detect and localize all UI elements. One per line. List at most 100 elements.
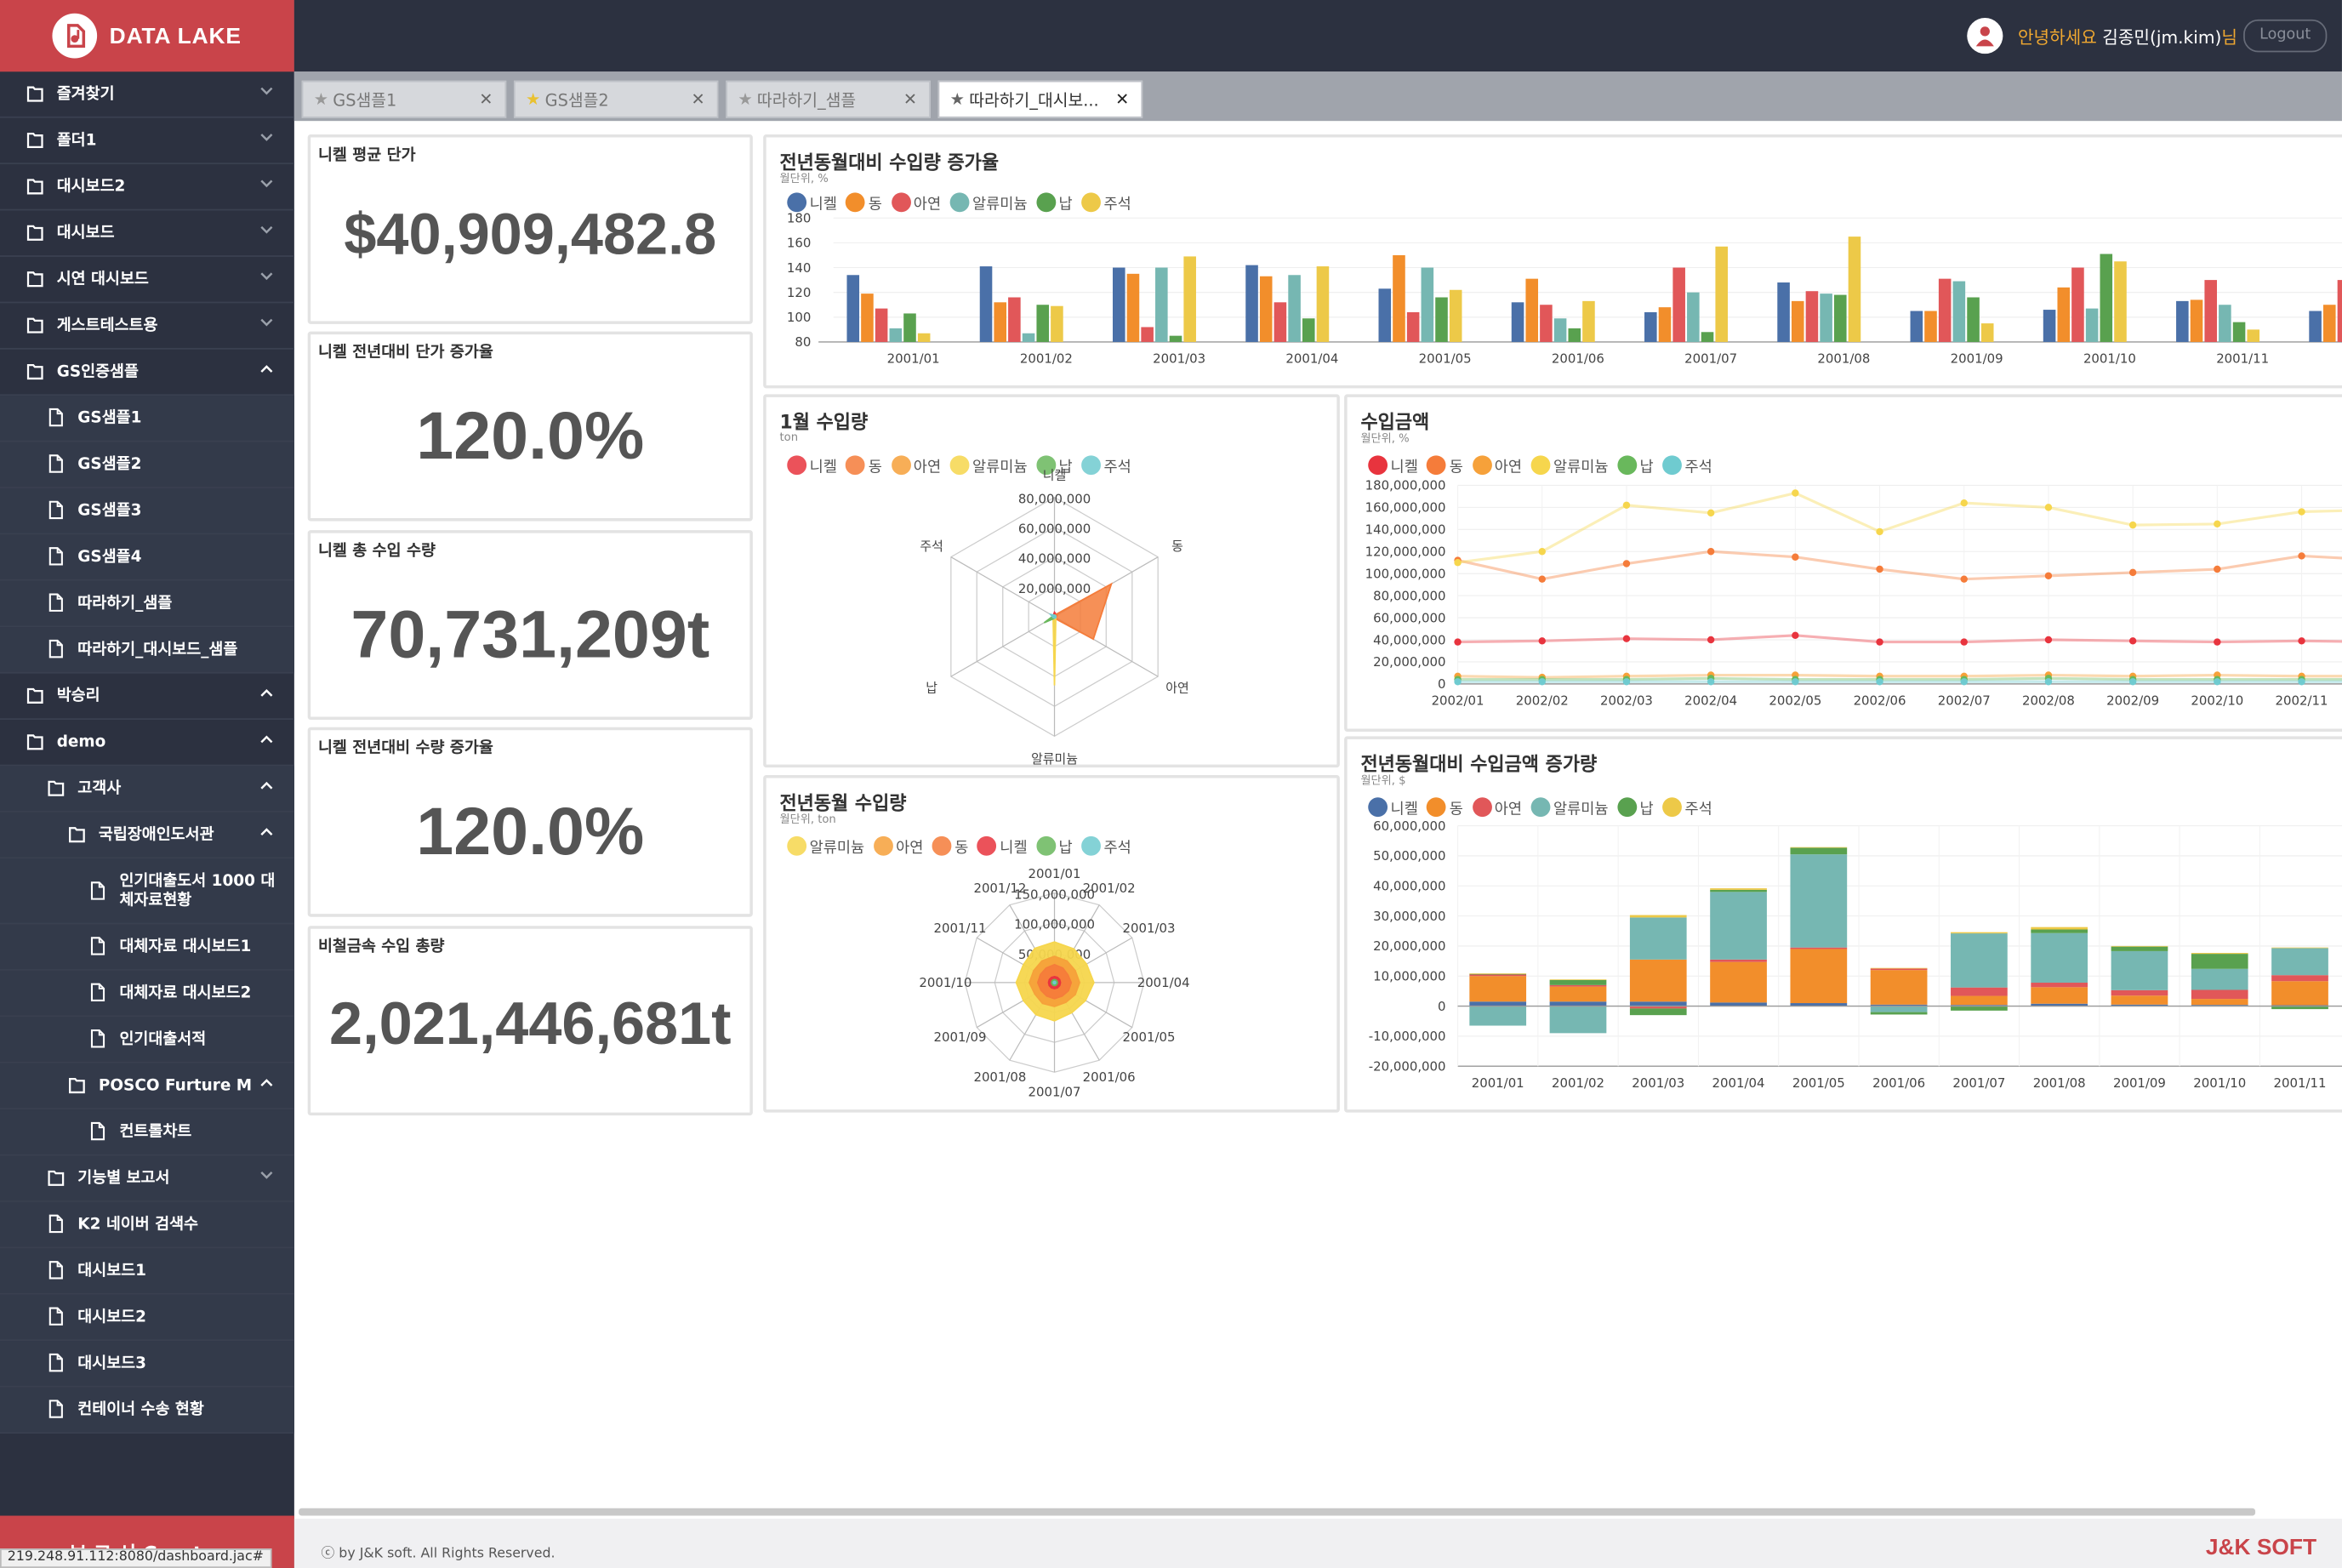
line-point[interactable] (1538, 575, 1546, 583)
chevron-up-icon[interactable] (259, 1076, 273, 1092)
chevron-up-icon[interactable] (259, 363, 273, 379)
chevron-up-icon[interactable] (259, 733, 273, 749)
stacked-bar-segment[interactable] (2111, 1004, 2168, 1006)
stacked-bar-segment[interactable] (2191, 968, 2248, 990)
stacked-bar-segment[interactable] (2031, 932, 2088, 984)
stacked-bar-segment[interactable] (2111, 945, 2168, 947)
line-point[interactable] (1622, 501, 1631, 509)
legend-item[interactable]: 납 (1617, 454, 1654, 476)
bar[interactable] (1715, 246, 1728, 342)
line-point[interactable] (2044, 636, 2053, 644)
bar[interactable] (1274, 302, 1287, 342)
bar[interactable] (875, 308, 888, 342)
logout-button[interactable]: Logout (2243, 19, 2328, 53)
stacked-bar-segment[interactable] (2271, 947, 2328, 949)
line-point[interactable] (1960, 499, 1968, 507)
chevron-up-icon[interactable] (259, 779, 273, 795)
legend-item[interactable]: 알류미늄 (949, 191, 1028, 214)
line-point[interactable] (1707, 678, 1715, 686)
bar[interactable] (1406, 311, 1420, 342)
sidebar-item[interactable]: 대시보드2 (0, 164, 294, 211)
user-avatar-icon[interactable] (1967, 18, 2003, 54)
stacked-bar-segment[interactable] (2031, 1003, 2088, 1006)
chart-legend[interactable]: 니켈 동 아연 알류미늄 납 주석 (1368, 796, 1721, 818)
stacked-bar-segment[interactable] (2111, 995, 2168, 1005)
line-point[interactable] (1792, 489, 1799, 497)
legend-item[interactable]: 동 (1427, 796, 1463, 818)
sidebar-item[interactable]: 박승리 (0, 674, 294, 721)
sidebar-item[interactable]: 기능별 보고서 (0, 1155, 294, 1202)
close-icon[interactable]: ✕ (903, 89, 917, 110)
chevron-down-icon[interactable] (259, 178, 273, 193)
bar[interactable] (2100, 254, 2113, 342)
line-point[interactable] (1707, 548, 1715, 556)
stacked-bar-segment[interactable] (1629, 1001, 1687, 1006)
radar-series-area[interactable] (1052, 614, 1057, 686)
line-point[interactable] (2128, 568, 2137, 577)
stacked-bar-segment[interactable] (1469, 1001, 1527, 1006)
sidebar-item[interactable]: 즐겨찾기 (0, 71, 294, 118)
bar[interactable] (2232, 322, 2246, 342)
sidebar-item[interactable]: 고객사 (0, 766, 294, 813)
stacked-bar-segment[interactable] (1710, 959, 1767, 962)
chart-legend[interactable]: 니켈 동 아연 알류미늄 납 주석 (787, 454, 1140, 476)
legend-item[interactable]: 주석 (1081, 191, 1131, 214)
line-series[interactable] (1457, 491, 2342, 564)
bar[interactable] (1259, 276, 1273, 342)
bar[interactable] (1511, 302, 1524, 342)
sidebar-item[interactable]: 대시보드 (0, 210, 294, 257)
radar-series-area[interactable] (1048, 613, 1057, 619)
line-point[interactable] (2298, 637, 2305, 645)
legend-item[interactable]: 주석 (1662, 796, 1712, 818)
stacked-bar-segment[interactable] (1469, 973, 1527, 975)
bar[interactable] (917, 333, 931, 342)
legend-item[interactable]: 니켈 (977, 835, 1028, 857)
stacked-bar-segment[interactable] (1549, 1001, 1607, 1006)
stacked-bar-segment[interactable] (1629, 959, 1687, 1002)
line-point[interactable] (1538, 548, 1546, 556)
star-icon[interactable]: ★ (738, 89, 753, 110)
legend-item[interactable]: 니켈 (787, 454, 837, 476)
stacked-bar-segment[interactable] (2191, 1005, 2248, 1006)
bar[interactable] (2337, 280, 2342, 342)
chevron-down-icon[interactable] (259, 131, 273, 146)
stacked-bar-segment[interactable] (1870, 968, 1928, 971)
bar[interactable] (1435, 297, 1448, 342)
legend-item[interactable]: 알류미늄 (1530, 796, 1609, 818)
stacked-bar-segment[interactable] (2111, 946, 2168, 951)
line-point[interactable] (1876, 565, 1883, 573)
line-point[interactable] (1538, 637, 1546, 645)
chevron-down-icon[interactable] (259, 271, 273, 286)
stacked-bar-segment[interactable] (1549, 979, 1607, 985)
line-point[interactable] (1876, 527, 1883, 536)
stacked-bar-segment[interactable] (2031, 929, 2088, 933)
sidebar-item[interactable]: 대체자료 대시보드2 (0, 970, 294, 1018)
stacked-bar-segment[interactable] (2031, 987, 2088, 1004)
line-series[interactable] (1457, 634, 2342, 644)
stacked-bar-segment[interactable] (1629, 1006, 1687, 1009)
chart-legend[interactable]: 니켈 동 아연 알류미늄 납 주석 (1368, 454, 1721, 476)
bar[interactable] (1553, 318, 1567, 342)
bar[interactable] (1008, 297, 1021, 342)
bar[interactable] (2043, 310, 2056, 342)
line-point[interactable] (1454, 638, 1462, 646)
bar[interactable] (1791, 300, 1804, 342)
line-point[interactable] (2128, 521, 2137, 529)
stacked-bar-segment[interactable] (1629, 1008, 1687, 1016)
bar[interactable] (1658, 307, 1672, 342)
line-point[interactable] (2128, 678, 2137, 686)
stacked-bar-segment[interactable] (1549, 1006, 1607, 1034)
legend-item[interactable]: 알류미늄 (1530, 454, 1609, 476)
bar[interactable] (1245, 265, 1258, 342)
bar[interactable] (1910, 311, 1923, 342)
bar[interactable] (1169, 335, 1182, 342)
legend-item[interactable]: 알류미늄 (787, 835, 864, 857)
line-point[interactable] (1960, 575, 1968, 583)
bar[interactable] (1302, 318, 1315, 342)
legend-item[interactable]: 니켈 (787, 191, 837, 214)
bar[interactable] (1288, 275, 1301, 342)
bar[interactable] (1525, 278, 1539, 342)
bar[interactable] (1051, 305, 1063, 342)
bar[interactable] (1141, 327, 1154, 342)
line-point[interactable] (1960, 638, 1968, 646)
